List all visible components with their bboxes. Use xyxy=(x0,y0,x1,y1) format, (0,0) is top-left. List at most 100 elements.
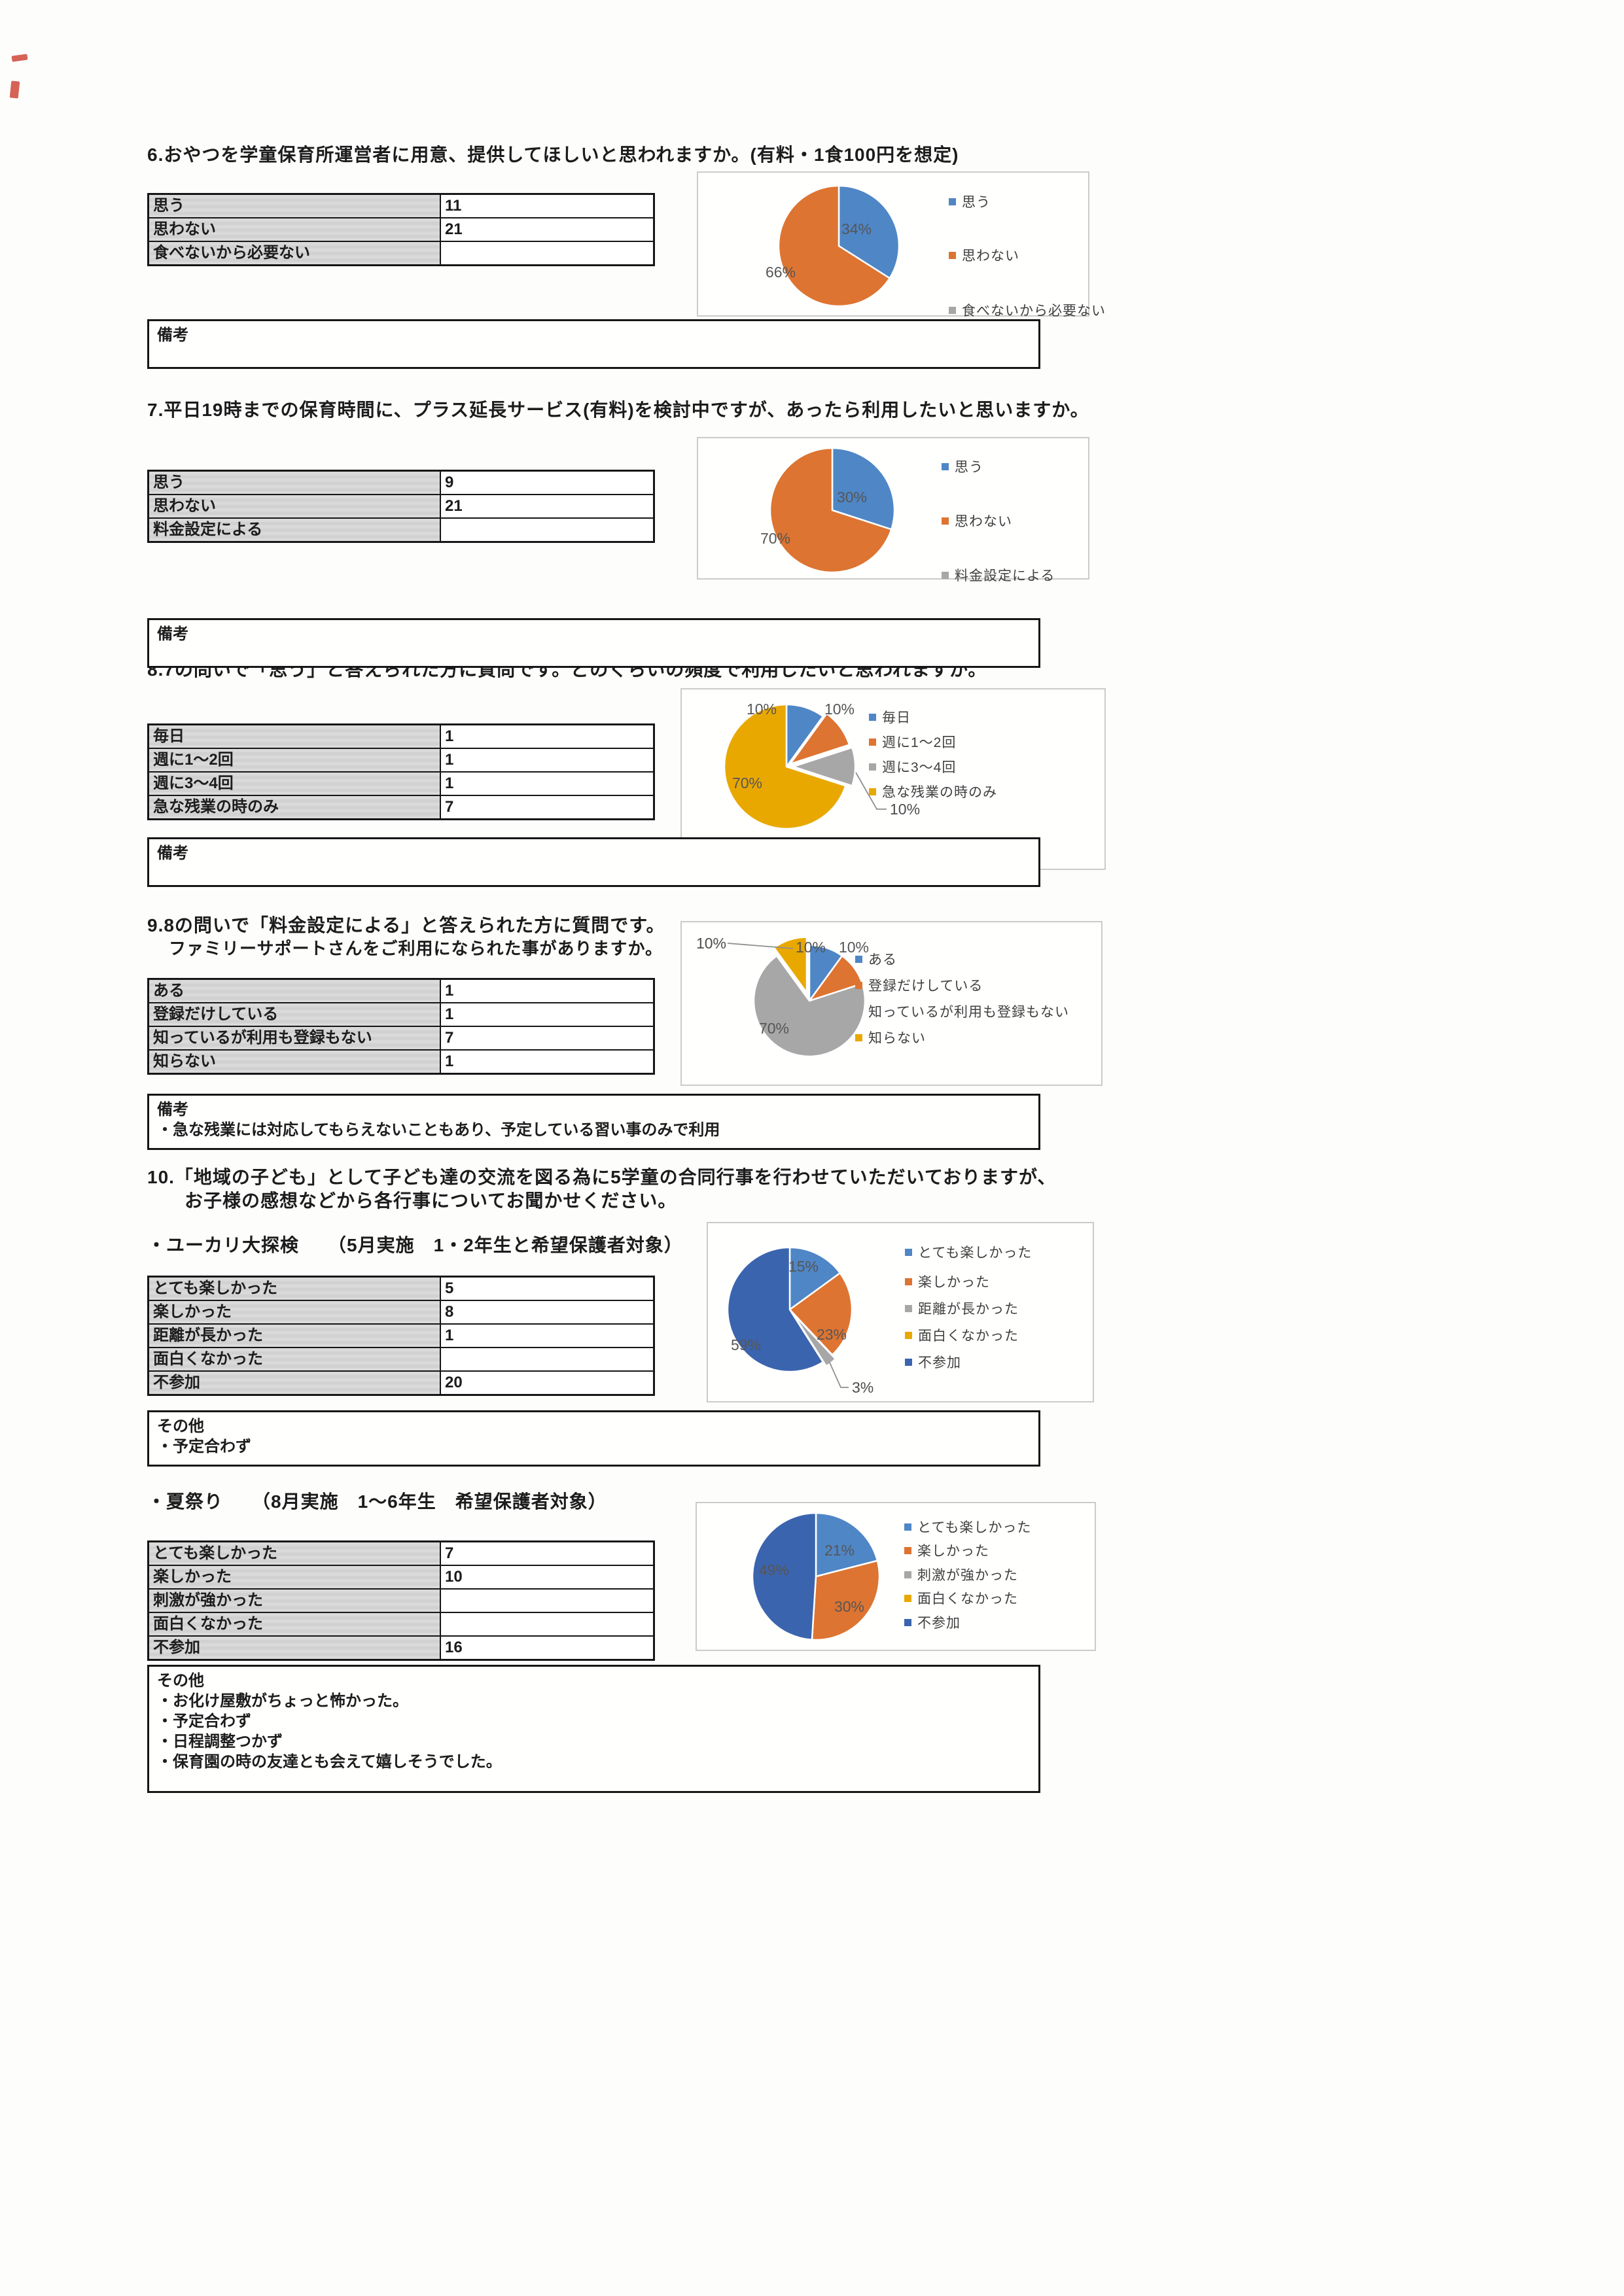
legend-item: 楽しかった xyxy=(905,1272,990,1291)
answer-option-cell: 面白くなかった xyxy=(147,1612,441,1637)
answer-option-cell: ある xyxy=(147,978,441,1003)
legend-swatch xyxy=(949,306,956,314)
legend-swatch xyxy=(904,1618,911,1626)
legend-item: 料金設定による xyxy=(942,565,1055,585)
pie-slice xyxy=(815,1512,879,1578)
pie-chart-canvas: 10% 10% 10% 70% xyxy=(723,701,920,830)
legend-label: 急な残業の時のみ xyxy=(882,785,997,800)
legend-item: 思わない xyxy=(949,245,1019,265)
event-natsumatsuri-pie-chart: 21% 30% 49% とても楽しかった 楽しかった 刺激が強かった 面白くなかった 不参加 xyxy=(696,1502,1096,1651)
question-9-answer-table: ある 1 登録だけしている 1 知っているが利用も登録もない 7 知らない 1 xyxy=(147,978,655,1075)
answer-count-cell: 5 xyxy=(440,1276,655,1301)
legend-label: 距離が長かった xyxy=(918,1302,1019,1317)
answer-option-cell: 思わない xyxy=(147,217,441,242)
answer-row: 思わない 21 xyxy=(147,217,655,242)
answer-row: 毎日 1 xyxy=(147,723,655,749)
answer-option-cell: 週に1〜2回 xyxy=(147,748,441,773)
legend-label: 思う xyxy=(955,460,983,475)
answer-option-cell: 思う xyxy=(147,470,441,495)
legend-swatch xyxy=(942,571,949,579)
answer-option-cell: 思う xyxy=(147,193,441,218)
answer-count-cell: 1 xyxy=(440,1002,655,1027)
pie-chart-canvas: 3% 15% 23% 59% xyxy=(726,1246,874,1396)
question-6-title: 6.おやつを学童保育所運営者に用意、提供してほしいと思われますか。(有料・1食1… xyxy=(147,145,959,165)
question-7-remarks-box: 備考 xyxy=(147,618,1040,668)
legend-swatch xyxy=(949,198,956,205)
legend-item: 思う xyxy=(942,457,983,476)
legend-swatch xyxy=(905,1331,912,1339)
pie-slice xyxy=(726,1246,824,1373)
pie-percent-label: 10% xyxy=(796,939,826,956)
legend-label: 週に3〜4回 xyxy=(882,760,957,775)
pie-percent-label: 10% xyxy=(890,801,920,818)
answer-count-cell: 1 xyxy=(440,723,655,749)
answer-count-cell xyxy=(440,241,655,266)
answer-row: 思わない 21 xyxy=(147,494,655,519)
answer-count-cell: 1 xyxy=(440,748,655,773)
legend-label: とても楽しかった xyxy=(918,1245,1033,1261)
question-9-remarks-box: 備考 ・急な残業には対応してもらえないこともあり、予定している習い事のみで利用 xyxy=(147,1094,1040,1150)
answer-option-cell: 刺激が強かった xyxy=(147,1588,441,1613)
event-yukari-answer-table: とても楽しかった 5 楽しかった 8 距離が長かった 1 面白くなかった 不参加 20 xyxy=(147,1276,655,1396)
answer-count-cell: 10 xyxy=(440,1565,655,1590)
answer-row: 知らない 1 xyxy=(147,1049,655,1075)
legend-item: 週に3〜4回 xyxy=(869,757,956,776)
pie-percent-label: 30% xyxy=(837,489,867,506)
answer-option-cell: とても楽しかった xyxy=(147,1540,441,1566)
legend-swatch xyxy=(904,1523,911,1531)
legend-label: 不参加 xyxy=(917,1616,961,1631)
legend-swatch xyxy=(869,738,876,746)
legend-swatch xyxy=(942,517,949,525)
legend-label: 知っているが利用も登録もない xyxy=(868,1005,1069,1020)
answer-row: 思う 11 xyxy=(147,193,655,218)
answer-count-cell: 1 xyxy=(440,978,655,1003)
scan-artifact xyxy=(11,54,28,62)
pie-chart-canvas: 30% 70% xyxy=(760,447,896,574)
remark-comment-line: ・予定合わず xyxy=(157,1438,251,1455)
remark-box-heading: 備考 xyxy=(157,326,188,344)
legend-item: 毎日 xyxy=(869,707,911,727)
legend-item: 知っているが利用も登録もない xyxy=(855,1001,1069,1021)
remark-comment-line: ・お化け屋敷がちょっと怖かった。 xyxy=(157,1692,408,1710)
pie-slice xyxy=(831,447,896,531)
answer-count-cell: 7 xyxy=(440,795,655,820)
legend-label: 刺激が強かった xyxy=(917,1568,1018,1583)
legend-item: ある xyxy=(855,949,897,969)
legend-swatch xyxy=(905,1358,912,1366)
question-9-pie-chart: 10% 10% 10% 70% ある 登録だけしている 知っているが利用も登録もない 知らない xyxy=(680,921,1103,1086)
legend-swatch xyxy=(949,251,956,259)
event-yukari-title: ・ユーカリ大探検 （5月実施 1・2年生と希望保護者対象） xyxy=(147,1235,683,1255)
question-6-remarks-box: 備考 xyxy=(147,319,1040,369)
legend-label: 食べないから必要ない xyxy=(962,304,1106,319)
legend-label: とても楽しかった xyxy=(917,1520,1032,1535)
legend-swatch xyxy=(869,713,876,721)
legend-swatch xyxy=(905,1304,912,1312)
legend-label: 思わない xyxy=(955,514,1012,529)
pie-percent-label: 10% xyxy=(696,935,726,952)
question-6-pie-chart: 34% 66% 思う 思わない 食べないから必要ない xyxy=(697,171,1105,319)
remark-box-heading: 備考 xyxy=(157,625,188,643)
pie-percent-label: 70% xyxy=(732,774,762,791)
legend-item: とても楽しかった xyxy=(905,1242,1032,1262)
question-10-title-line2: お子様の感想などから各行事についてお聞かせください。 xyxy=(185,1191,677,1211)
pie-slice xyxy=(788,1272,853,1356)
question-7-title: 7.平日19時までの保育時間に、プラス延長サービス(有料)を検討中ですが、あった… xyxy=(147,400,1089,420)
answer-count-cell xyxy=(440,1588,655,1613)
answer-count-cell: 16 xyxy=(440,1635,655,1661)
remark-box-heading: 備考 xyxy=(157,1101,188,1119)
pie-percent-label: 3% xyxy=(852,1379,874,1396)
answer-count-cell: 7 xyxy=(440,1026,655,1051)
event-yukari-pie-chart: 3% 15% 23% 59% とても楽しかった 楽しかった 距離が長かった 面白くなかった 不参… xyxy=(707,1222,1094,1402)
answer-option-cell: 不参加 xyxy=(147,1635,441,1661)
legend-label: 料金設定による xyxy=(955,568,1055,583)
legend-item: 急な残業の時のみ xyxy=(869,782,997,801)
legend-swatch xyxy=(904,1594,911,1602)
answer-count-cell: 21 xyxy=(440,494,655,519)
legend-label: 思わない xyxy=(962,249,1019,264)
legend-item: 不参加 xyxy=(905,1352,961,1372)
answer-option-cell: 思わない xyxy=(147,494,441,519)
legend-swatch xyxy=(904,1546,911,1554)
answer-row: 思う 9 xyxy=(147,470,655,495)
answer-count-cell: 20 xyxy=(440,1370,655,1396)
